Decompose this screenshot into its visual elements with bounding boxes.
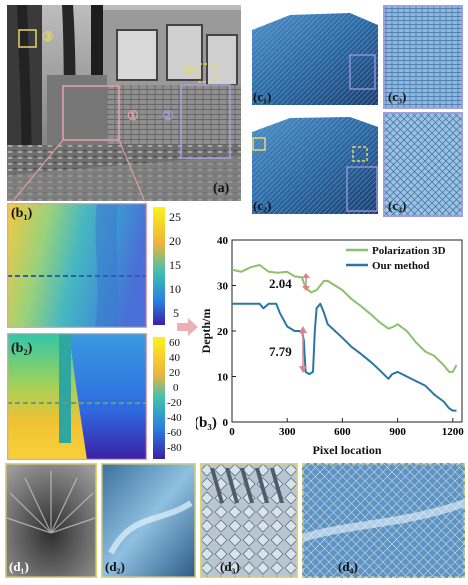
- colorbar-b2-tick: -20: [167, 397, 182, 409]
- panel-d3-label: (d₃): [220, 559, 240, 574]
- panel-d1-label: (d₁): [9, 559, 29, 574]
- colorbar-b2-gradient: [153, 337, 165, 459]
- colorbar-b2-tick: -60: [167, 427, 182, 439]
- panel-c1-label: (c₁): [253, 89, 272, 104]
- panel-b1: (b₁): [7, 203, 147, 328]
- y-tick-label: 20: [217, 326, 229, 338]
- x-tick-label: 600: [334, 426, 351, 438]
- colorbar-b2-tick: 20: [169, 367, 180, 379]
- panel-c2-label: (c₂): [253, 198, 272, 213]
- y-tick-label: 0: [223, 417, 229, 429]
- annotation-label: 2.04: [269, 276, 292, 291]
- series-line-polarization-3d: [231, 264, 458, 373]
- panel-d3: (d₃): [200, 463, 298, 578]
- panel-b2-label: (b₂): [11, 341, 33, 356]
- crop-image-d2: [101, 463, 196, 578]
- legend-label-our-method: Our method: [372, 260, 430, 272]
- y-tick-label: 10: [217, 372, 229, 384]
- panel-c1: (c₁): [250, 5, 380, 109]
- colorbar-b2-tick: 60: [169, 337, 180, 349]
- panel-c4-label: (c₄): [388, 198, 407, 213]
- arrow-right-icon: [177, 318, 198, 336]
- panel-d2-label: (d₂): [105, 559, 125, 574]
- colorbar-b2: 60 40 20 0 -20 -40 -60 -80: [153, 335, 201, 461]
- panel-b2: (b₂): [7, 333, 147, 460]
- colorbar-b2-tick: -80: [167, 442, 182, 454]
- colorbar-b1-tick: 15: [169, 258, 181, 272]
- panel-b3-label: (b₃): [196, 415, 217, 431]
- plot-area-frame: [231, 239, 463, 423]
- panel-c4: (c₄): [383, 112, 463, 217]
- region-mark-2: ②: [162, 108, 174, 123]
- panel-c2: (c₂): [250, 112, 380, 217]
- x-tick-label: 900: [389, 426, 406, 438]
- annotation-label: 7.79: [269, 344, 292, 359]
- panel-d1: (d₁): [5, 463, 97, 578]
- depth-map-b1: [7, 203, 147, 328]
- panel-a-label: (a): [213, 181, 230, 196]
- colorbar-b1-tick: 20: [169, 234, 181, 248]
- panel-a-street-scene: ① ② ③ ③ (a): [7, 5, 241, 201]
- y-axis-label: Depth/m: [199, 309, 213, 354]
- crop-image-d1: [5, 463, 97, 578]
- x-axis-label: Pixel location: [313, 443, 382, 457]
- annotation-arrowhead: [299, 366, 307, 373]
- panel-b1-label: (b₁): [11, 206, 33, 221]
- panel-b3-chart: 0 300 600 900 1200 0 10 20 30 40 2.04 7.79 Polari…: [196, 228, 468, 460]
- panel-d4: (d₄): [302, 463, 465, 578]
- annotation-arrowhead: [299, 326, 307, 333]
- annotation-arrowhead: [302, 273, 310, 278]
- panel-c3-label: (c₃): [388, 89, 407, 104]
- x-tick-label: 1200: [442, 426, 465, 438]
- panel-d2: (d₂): [101, 463, 196, 578]
- crop-image-d3: [200, 463, 298, 578]
- x-tick-label: 0: [229, 426, 235, 438]
- colorbar-b1: 25 20 15 10 5: [153, 205, 201, 327]
- colorbar-b1-tick: 5: [173, 306, 179, 320]
- region-mark-3: ③: [42, 29, 54, 44]
- legend-label-polarization: Polarization 3D: [372, 245, 446, 257]
- annotation-arrowhead: [302, 286, 310, 291]
- reconstruction-zoom-c4: [383, 112, 463, 217]
- reconstruction-image-c1: [250, 5, 380, 109]
- panel-c3: (c₃): [383, 5, 463, 109]
- reconstruction-image-c2: [250, 112, 380, 217]
- crop-image-d4: [302, 463, 465, 578]
- region-mark-1: ①: [127, 108, 139, 123]
- colorbar-b1-tick: 25: [169, 210, 181, 224]
- street-scene-image: [7, 5, 241, 201]
- reconstruction-zoom-c3: [383, 5, 463, 109]
- colorbar-b2-tick: 0: [173, 382, 179, 394]
- series-line-our-method: [232, 302, 457, 412]
- colorbar-b1-tick: 10: [169, 282, 181, 296]
- depth-map-b2: [7, 333, 147, 460]
- colorbar-b2-tick: -40: [167, 412, 182, 424]
- x-tick-label: 300: [279, 426, 296, 438]
- panel-d4-label: (d₄): [338, 559, 358, 574]
- y-tick-label: 30: [217, 281, 229, 293]
- depth-profile-chart: 0 300 600 900 1200 0 10 20 30 40 2.04 7.79 Polari…: [199, 235, 465, 457]
- y-tick-label: 40: [217, 235, 229, 247]
- colorbar-b2-tick: 40: [169, 352, 180, 364]
- region-mark-3-right: ③: [183, 63, 194, 77]
- colorbar-b1-gradient: [153, 207, 165, 325]
